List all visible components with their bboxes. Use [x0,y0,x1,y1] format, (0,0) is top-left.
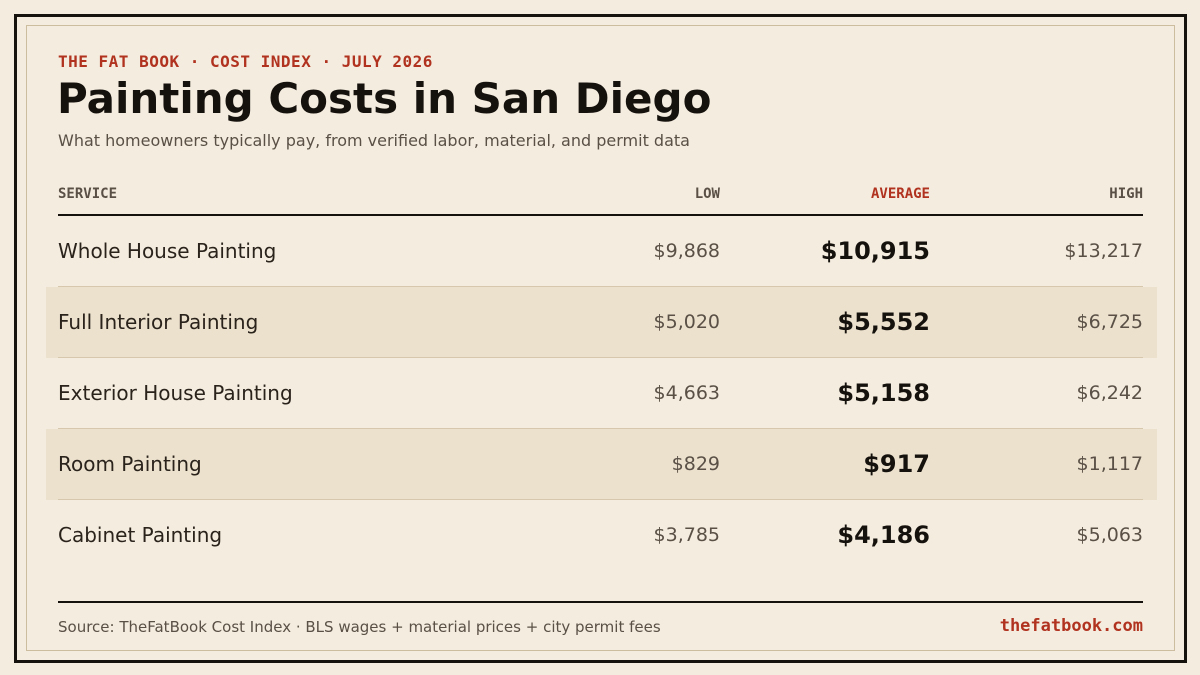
footer-rule [58,601,1143,603]
table-row: Room Painting $829 $917 $1,117 [46,429,1157,500]
page-title: Painting Costs in San Diego [57,74,712,123]
average-cell: $5,552 [837,308,930,336]
row-divider [58,428,1143,429]
inner-frame [26,25,1175,651]
high-cell: $6,242 [1076,382,1143,404]
low-cell: $5,020 [653,311,720,333]
low-cell: $9,868 [653,240,720,262]
high-cell: $13,217 [1064,240,1143,262]
site-link[interactable]: thefatbook.com [999,616,1143,636]
column-header-high: HIGH [1109,186,1143,202]
header-rule [58,214,1143,216]
table-row: Whole House Painting $9,868 $10,915 $13,… [46,216,1157,287]
row-divider [58,286,1143,287]
row-divider [58,357,1143,358]
outer-frame [14,14,1187,663]
table-row: Exterior House Painting $4,663 $5,158 $6… [46,358,1157,429]
service-cell: Whole House Painting [58,239,277,263]
eyebrow: THE FAT BOOK · COST INDEX · JULY 2026 [58,52,433,71]
service-cell: Full Interior Painting [58,310,259,334]
high-cell: $5,063 [1076,524,1143,546]
column-header-average: AVERAGE [870,186,930,202]
average-cell: $4,186 [837,521,930,549]
table-header: SERVICE LOW AVERAGE HIGH [58,186,1143,208]
average-cell: $5,158 [837,379,930,407]
low-cell: $4,663 [653,382,720,404]
service-cell: Room Painting [58,452,202,476]
source-note: Source: TheFatBook Cost Index · BLS wage… [58,618,661,636]
column-header-low: LOW [694,186,720,202]
high-cell: $1,117 [1076,453,1143,475]
row-divider [58,499,1143,500]
low-cell: $3,785 [653,524,720,546]
low-cell: $829 [671,453,720,475]
column-header-service: SERVICE [58,186,118,202]
table-row: Full Interior Painting $5,020 $5,552 $6,… [46,287,1157,358]
service-cell: Cabinet Painting [58,523,223,547]
average-cell: $917 [863,450,930,478]
average-cell: $10,915 [820,237,930,265]
table-row: Cabinet Painting $3,785 $4,186 $5,063 [46,500,1157,571]
service-cell: Exterior House Painting [58,381,293,405]
subtitle: What homeowners typically pay, from veri… [58,131,690,150]
high-cell: $6,725 [1076,311,1143,333]
